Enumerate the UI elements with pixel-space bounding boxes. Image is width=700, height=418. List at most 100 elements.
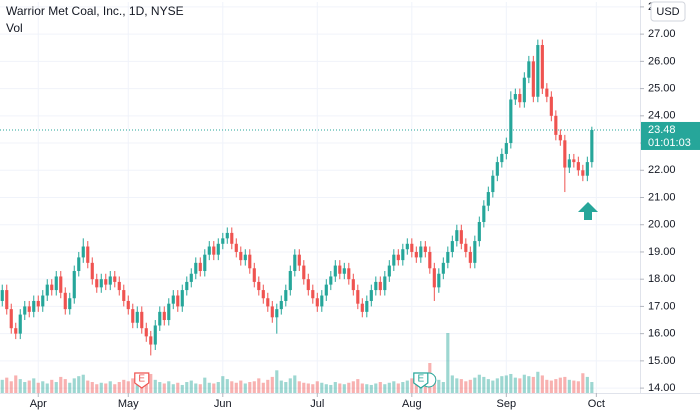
event-marker bbox=[413, 372, 429, 389]
volume-bar bbox=[131, 378, 135, 393]
candle-body bbox=[576, 162, 580, 171]
price-pane bbox=[0, 39, 594, 356]
volume-bar bbox=[126, 381, 130, 393]
x-tick-label: Sep bbox=[497, 398, 517, 410]
x-tick-label: Jun bbox=[214, 398, 232, 410]
candle-body bbox=[414, 251, 418, 258]
candle-body bbox=[464, 243, 468, 252]
candle-body bbox=[135, 311, 139, 323]
candle-body bbox=[36, 300, 40, 307]
candle-body bbox=[342, 268, 346, 274]
currency-label[interactable]: USD bbox=[656, 6, 679, 18]
candle-body bbox=[288, 271, 292, 291]
volume-bar bbox=[495, 378, 499, 393]
candle-body bbox=[563, 140, 567, 168]
candle-body bbox=[405, 243, 409, 250]
candle-body bbox=[293, 254, 297, 272]
volume-bar bbox=[77, 376, 81, 393]
volume-bar bbox=[473, 377, 477, 393]
y-tick-label: 21.00 bbox=[648, 191, 676, 203]
volume-bar bbox=[297, 381, 301, 393]
volume-bar bbox=[437, 379, 441, 393]
volume-bar bbox=[320, 382, 324, 393]
candle-body bbox=[468, 251, 472, 263]
candle-body bbox=[581, 170, 585, 176]
volume-bar bbox=[306, 383, 310, 393]
candle-body bbox=[545, 88, 549, 97]
candle-body bbox=[455, 230, 459, 242]
candle-body bbox=[90, 262, 94, 280]
y-tick-label: 26.00 bbox=[648, 55, 676, 67]
countdown-label: 01:01:03 bbox=[648, 137, 691, 149]
volume-bar bbox=[536, 371, 540, 393]
candle-body bbox=[167, 303, 171, 321]
volume-bar bbox=[18, 379, 22, 393]
volume-bar bbox=[315, 381, 319, 393]
candle-body bbox=[9, 309, 13, 329]
candle-body bbox=[266, 298, 270, 307]
y-tick-label: 24.00 bbox=[648, 110, 676, 122]
last-price-label: 23.48 bbox=[648, 124, 676, 136]
volume-bar bbox=[0, 379, 4, 393]
volume-bar bbox=[351, 381, 355, 393]
volume-bar bbox=[455, 378, 459, 393]
volume-bar bbox=[81, 374, 85, 393]
candle-body bbox=[212, 246, 216, 255]
candle-body bbox=[437, 273, 441, 288]
volume-bar bbox=[378, 382, 382, 393]
volume-bar bbox=[464, 381, 468, 393]
volume-bar bbox=[203, 377, 207, 393]
candle-body bbox=[162, 311, 166, 321]
volume-bar bbox=[243, 383, 247, 393]
candle-body bbox=[518, 94, 522, 103]
candle-body bbox=[513, 94, 517, 100]
candle-body bbox=[230, 232, 234, 244]
candle-body bbox=[185, 281, 189, 291]
candle-body bbox=[216, 243, 220, 255]
candle-body bbox=[360, 303, 364, 312]
candle-body bbox=[68, 298, 72, 310]
candle-body bbox=[387, 265, 391, 277]
volume-bar bbox=[252, 381, 256, 393]
candle-body bbox=[104, 279, 108, 285]
candle-body bbox=[77, 257, 81, 272]
volume-bar bbox=[540, 375, 544, 393]
volume-bar bbox=[338, 383, 342, 393]
volume-bar bbox=[545, 379, 549, 393]
candle-body bbox=[23, 306, 27, 315]
volume-bar bbox=[86, 380, 90, 393]
volume-bar bbox=[158, 382, 162, 393]
y-tick-label: 18.00 bbox=[648, 273, 676, 285]
volume-bar bbox=[563, 376, 567, 393]
currency-button[interactable] bbox=[650, 1, 686, 22]
candle-body bbox=[315, 298, 319, 307]
candle-body bbox=[180, 290, 184, 307]
volume-bar bbox=[311, 384, 315, 393]
y-tick-label: 22.00 bbox=[648, 164, 676, 176]
y-tick-label: 19.00 bbox=[648, 246, 676, 258]
candle-body bbox=[302, 265, 306, 280]
candle-body bbox=[441, 262, 445, 274]
volume-bar bbox=[180, 384, 184, 393]
volume-bar bbox=[230, 381, 234, 393]
candle-body bbox=[446, 251, 450, 263]
x-tick-label: Aug bbox=[402, 398, 422, 410]
candle-body bbox=[50, 284, 54, 291]
candle-body bbox=[54, 276, 58, 291]
volume-bar bbox=[477, 374, 481, 393]
volume-bar bbox=[212, 383, 216, 393]
candle-body bbox=[306, 279, 310, 291]
candle-body bbox=[351, 279, 355, 291]
volume-bar bbox=[239, 380, 243, 393]
volume-bar bbox=[248, 382, 252, 393]
volume-bar bbox=[189, 380, 193, 393]
candle-body bbox=[252, 268, 256, 282]
volume-bar bbox=[68, 382, 72, 393]
volume-bar bbox=[185, 382, 189, 393]
candle-body bbox=[329, 276, 333, 285]
volume-label: Vol bbox=[6, 21, 23, 35]
candle-body bbox=[365, 300, 369, 312]
y-tick-label: 16.00 bbox=[648, 328, 676, 340]
volume-bar bbox=[14, 375, 18, 393]
candle-body bbox=[509, 99, 513, 144]
